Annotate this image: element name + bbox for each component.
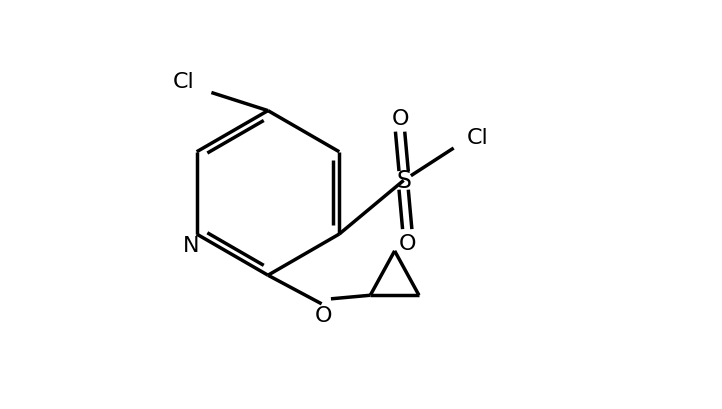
Text: N: N: [183, 235, 199, 255]
Text: Cl: Cl: [173, 72, 194, 91]
Text: O: O: [314, 305, 332, 325]
Text: S: S: [396, 169, 411, 193]
Text: O: O: [399, 233, 416, 253]
Text: Cl: Cl: [466, 128, 488, 147]
Text: O: O: [391, 109, 409, 129]
